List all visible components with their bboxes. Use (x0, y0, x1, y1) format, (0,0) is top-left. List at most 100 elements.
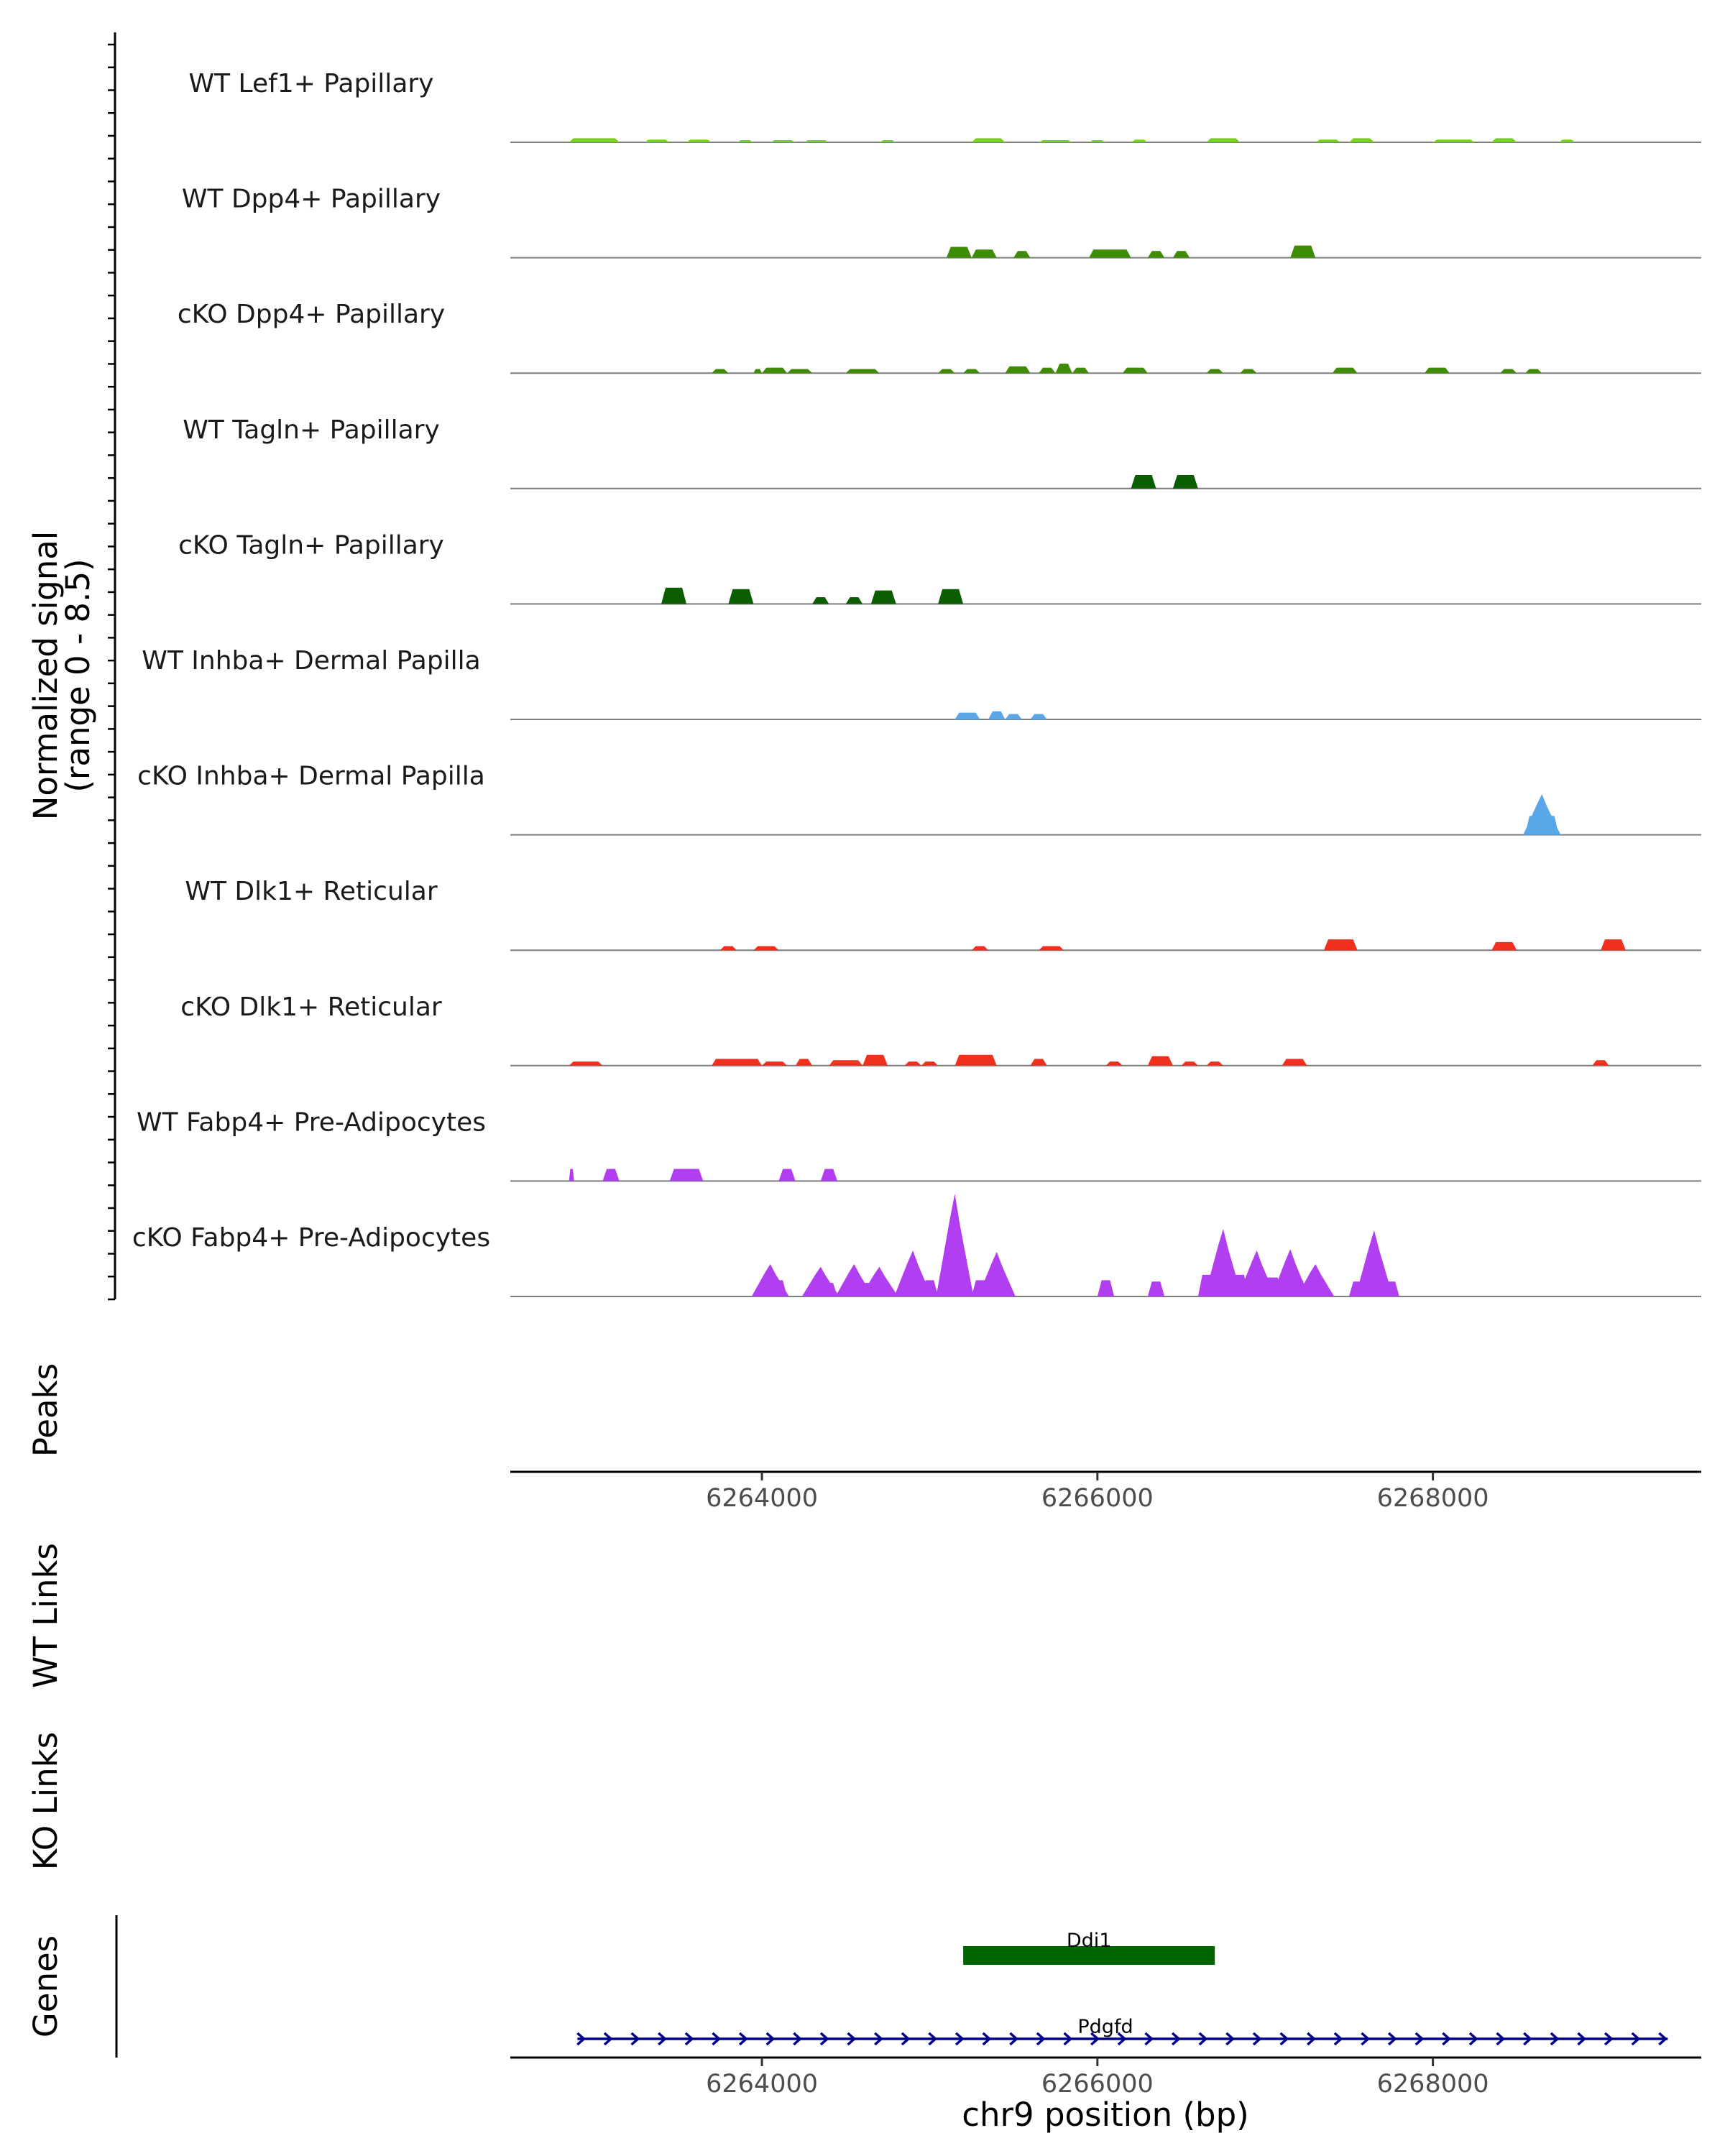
signal-segment (1491, 138, 1517, 142)
x-tick-label: 6264000 (706, 1484, 818, 1513)
signal-segment (1290, 245, 1316, 258)
x-axis-title: chr9 position (bp) (962, 2096, 1249, 2134)
signal-peak (1271, 1249, 1310, 1296)
signal-segment (804, 140, 829, 142)
strand-arrow (1171, 2032, 1181, 2046)
track-11: cKO Fabp4+ Pre-Adipocytes (132, 1193, 1701, 1297)
signal-axis-title: Normalized signal (27, 531, 65, 821)
signal-segment (904, 1061, 921, 1066)
strand-arrow (1252, 2032, 1262, 2046)
signal-peak (835, 1263, 873, 1296)
signal-segment (1147, 1281, 1165, 1296)
signal-segment (1172, 251, 1190, 258)
signal-segment (1323, 939, 1358, 951)
signal-segment (1499, 369, 1517, 374)
signal-segment (1206, 138, 1241, 142)
signal-segment (1424, 367, 1450, 374)
strand-arrow (793, 2032, 802, 2046)
signal-segment (712, 1059, 763, 1066)
strand-arrow (576, 2032, 586, 2046)
signal-segment (787, 369, 813, 374)
strand-arrow (928, 2032, 938, 2046)
signal-segment (1089, 140, 1106, 142)
x-tick-label: 6266000 (1041, 2070, 1154, 2099)
signal-segment (954, 712, 980, 719)
x-tick-label: 6266000 (1041, 1484, 1154, 1513)
track-label: WT Tagln+ Papillary (183, 415, 440, 445)
strand-arrow (1036, 2032, 1046, 2046)
x-tick-label: 6268000 (1377, 2070, 1489, 2099)
signal-peak (1238, 1250, 1276, 1296)
track-label: cKO Inhba+ Dermal Papilla (137, 762, 485, 791)
strand-arrow (630, 2032, 640, 2046)
signal-peak (1523, 794, 1561, 835)
signal-segment (1348, 138, 1374, 142)
signal-segment (845, 596, 863, 604)
signal-segment (1005, 714, 1022, 719)
signal-segment (753, 369, 763, 374)
track-9: cKO Dlk1+ Reticular (180, 992, 1701, 1067)
strand-arrow (874, 2032, 883, 2046)
signal-segment (1013, 251, 1031, 258)
strand-arrow (603, 2032, 613, 2046)
signal-segment (1524, 369, 1542, 374)
track-label: cKO Fabp4+ Pre-Adipocytes (132, 1223, 490, 1253)
track-label: cKO Dlk1+ Reticular (180, 992, 442, 1022)
strand-arrow (847, 2032, 857, 2046)
strand-arrow (1144, 2032, 1154, 2046)
signal-peak (978, 1251, 1016, 1296)
signal-segment (971, 946, 989, 951)
strand-arrow (1307, 2032, 1316, 2046)
track-10: WT Fabp4+ Pre-Adipocytes (137, 1107, 1701, 1182)
strand-arrow (1009, 2032, 1018, 2046)
signal-peak (801, 1266, 840, 1296)
track-1: WT Lef1+ Papillary (189, 69, 1701, 143)
signal-segment (971, 249, 997, 258)
strand-arrow (982, 2032, 992, 2046)
strand-arrow (819, 2032, 829, 2046)
signal-segment (1181, 1061, 1198, 1066)
signal-segment (971, 138, 1006, 142)
signal-segment (1172, 474, 1198, 489)
peaks-track-label: Peaks (27, 1363, 65, 1457)
track-label: WT Lef1+ Papillary (189, 69, 434, 98)
signal-segment (661, 587, 687, 604)
track-label: WT Inhba+ Dermal Papilla (142, 646, 480, 676)
strand-arrow (1496, 2032, 1506, 2046)
signal-peak (860, 1266, 898, 1296)
signal-segment (829, 1060, 863, 1066)
signal-segment (1315, 139, 1341, 142)
strand-arrow (765, 2032, 776, 2046)
signal-segment (1131, 139, 1148, 142)
signal-segment (1592, 1060, 1609, 1066)
strand-arrow (1333, 2032, 1343, 2046)
x-tick-label: 6268000 (1377, 1484, 1489, 1513)
signal-segment (820, 1169, 838, 1181)
signal-peak (1355, 1230, 1393, 1296)
signal-segment (1105, 1061, 1123, 1066)
strand-arrow (1063, 2032, 1073, 2046)
gene-annotations: Ddi1 Pdgfd (576, 1930, 1668, 2046)
signal-segment (1055, 364, 1072, 374)
signal-segment (1039, 946, 1064, 951)
signal-segment (870, 590, 896, 604)
signal-axis-range: (range 0 - 8.5) (59, 558, 97, 792)
strand-arrow (1658, 2032, 1668, 2046)
signal-segment (602, 1169, 620, 1181)
genes-x-ticks: 6264000 6266000 6268000 (706, 2058, 1489, 2099)
signal-segment (569, 1169, 574, 1181)
signal-segment (669, 1169, 704, 1181)
signal-segment (1206, 369, 1223, 374)
signal-segment (1600, 939, 1626, 951)
strand-arrow (1117, 2032, 1127, 2046)
signal-peak (936, 1193, 974, 1296)
signal-segment (753, 946, 779, 951)
signal-segment (1282, 1059, 1307, 1066)
gene-ddi1-label: Ddi1 (1067, 1930, 1112, 1952)
signal-segment (1122, 367, 1148, 374)
signal-segment (1039, 367, 1056, 374)
track-3: cKO Dpp4+ Papillary (178, 300, 1701, 374)
signal-segment (954, 1054, 997, 1066)
strand-arrow (1523, 2032, 1532, 2046)
